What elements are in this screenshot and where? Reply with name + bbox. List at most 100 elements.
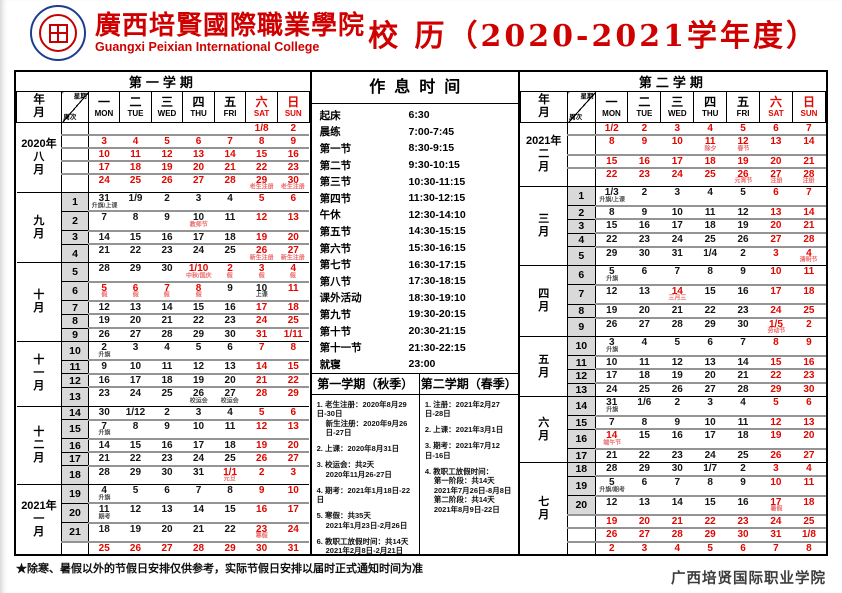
day-cell: 17 — [660, 218, 694, 234]
day-number: 17 — [256, 301, 268, 313]
day-cell: 22 — [214, 521, 246, 542]
weekday-header: 日 SUN — [276, 91, 310, 123]
day-cell: 27 — [182, 172, 215, 193]
day-number: 19 — [737, 220, 749, 232]
day-cell: 1/2 — [595, 122, 628, 136]
day-number: 9 — [164, 420, 170, 432]
day-number: 19 — [98, 315, 110, 327]
day-number: 2 — [258, 466, 265, 478]
day-number: 26 — [98, 329, 110, 341]
day-cell: 6 — [627, 475, 661, 496]
day-number: 8 — [773, 337, 779, 349]
calendar-week-row: 21 18 19 20 21 22 23 寒假 24 — [17, 521, 310, 543]
schedule-period-time: 18:30-19:10 — [408, 291, 466, 304]
day-cell: 16 — [88, 372, 120, 388]
day-cell: 28 — [151, 327, 183, 342]
calendar-week-row: 4 21 22 23 24 25 26 新生注册 27 新生注册 — [17, 243, 310, 264]
day-number: 1/8 — [254, 123, 269, 134]
day-annotation: 升旗 — [98, 430, 111, 437]
day-cell: 31 — [245, 327, 278, 342]
day-cell: 1/7 — [693, 462, 727, 477]
day-number: 2 — [641, 123, 648, 134]
day-cell: 22 — [627, 447, 661, 463]
day-number: 26 — [671, 384, 683, 396]
day-number: 25 — [737, 449, 749, 461]
day-cell: 13 — [627, 283, 661, 305]
calendar-week-row: 19 20 21 22 23 24 25 — [520, 514, 826, 529]
day-cell: 3 — [277, 464, 310, 485]
calendar-week-row: 3 14 15 16 17 18 19 20 — [17, 229, 310, 245]
day-cell: 2 — [627, 186, 661, 206]
day-number: 21 — [606, 449, 618, 461]
day-number: 4 — [227, 406, 233, 418]
day-cell — [151, 121, 183, 135]
day-number: 25 — [704, 168, 716, 180]
day-cell: 12 — [726, 204, 760, 220]
day-cell: 19 — [660, 368, 694, 384]
day-cell: 8 — [693, 265, 727, 285]
day-cell: 3 — [660, 186, 694, 206]
day-number: 21 — [224, 161, 236, 173]
day-number: 30 — [287, 174, 299, 186]
day-number: 19 — [129, 523, 142, 535]
day-number: 2 — [227, 263, 233, 275]
day-cell: 9 — [88, 359, 120, 374]
day-number: 10 — [606, 356, 618, 368]
day-number: 13 — [638, 496, 650, 508]
day-number: 23 — [161, 453, 173, 465]
day-number: 7 — [101, 212, 107, 224]
day-number: 12 — [256, 420, 268, 432]
calendar-week-row: 17 21 22 23 24 25 26 27 — [520, 447, 826, 464]
schedule-row: 第七节 16:30-17:15 — [312, 256, 518, 273]
day-number: 26 — [256, 245, 268, 257]
day-number: 21 — [803, 155, 815, 167]
day-cell: 3 升旗 — [595, 336, 628, 356]
day-cell: 4 清明节 — [792, 245, 826, 266]
day-number: 1/7 — [703, 463, 718, 475]
day-number: 10 — [98, 148, 110, 160]
day-cell: 28 — [792, 232, 826, 247]
day-number: 30 — [256, 542, 268, 554]
day-number: 8 — [227, 485, 233, 497]
day-number: 31 — [192, 466, 205, 478]
day-number: 6 — [195, 135, 202, 147]
day-cell: 17 — [119, 372, 152, 388]
month-label: 五月 — [520, 336, 569, 397]
weekday-header: 六 SAT — [245, 91, 278, 123]
day-cell: 5 — [660, 336, 694, 356]
day-cell: 28 — [595, 462, 628, 477]
note-item: 1. 老生注册：2020年8月29日-30日 新生注册：2020年9月26日-27… — [317, 400, 417, 438]
calendar-week-row: 10 11 12 13 14 15 16 — [17, 146, 310, 161]
day-number: 24 — [770, 516, 782, 528]
day-number: 7 — [195, 485, 202, 497]
week-number-cell — [567, 514, 596, 529]
day-number: 23 — [224, 315, 236, 327]
day-cell: 18 — [88, 521, 120, 542]
day-number: 4 — [707, 187, 713, 199]
day-number: 25 — [803, 305, 815, 317]
day-cell: 5 — [182, 341, 215, 361]
day-number: 26 — [737, 168, 749, 180]
schedule-period-label: 第八节 — [319, 275, 352, 288]
day-number: 13 — [161, 504, 173, 516]
day-number: 9 — [740, 477, 746, 489]
schedule-period-time: 20:30-21:15 — [408, 325, 466, 338]
day-number: 20 — [287, 439, 299, 451]
calendar-week-row: 九月 1 31 升旗/上课 1/9 2 3 4 5 6 — [16, 192, 310, 263]
day-cell: 11 — [214, 210, 246, 231]
day-cell: 7 — [792, 122, 826, 136]
day-number: 25 — [224, 453, 236, 465]
week-number-cell: 9 — [567, 317, 596, 338]
day-number: 16 — [98, 374, 110, 386]
day-cell: 17 暑假 — [759, 494, 793, 516]
day-cell: 30 老生注册 — [277, 172, 310, 193]
day-number: 9 — [290, 135, 297, 147]
day-number: 16 — [161, 439, 173, 451]
day-cell: 16 — [660, 428, 694, 449]
day-number: 8 — [707, 266, 713, 278]
schedule-row: 第六节 15:30-16:15 — [312, 240, 518, 257]
day-number: 24 — [98, 174, 110, 186]
day-cell: 19 — [595, 303, 628, 318]
